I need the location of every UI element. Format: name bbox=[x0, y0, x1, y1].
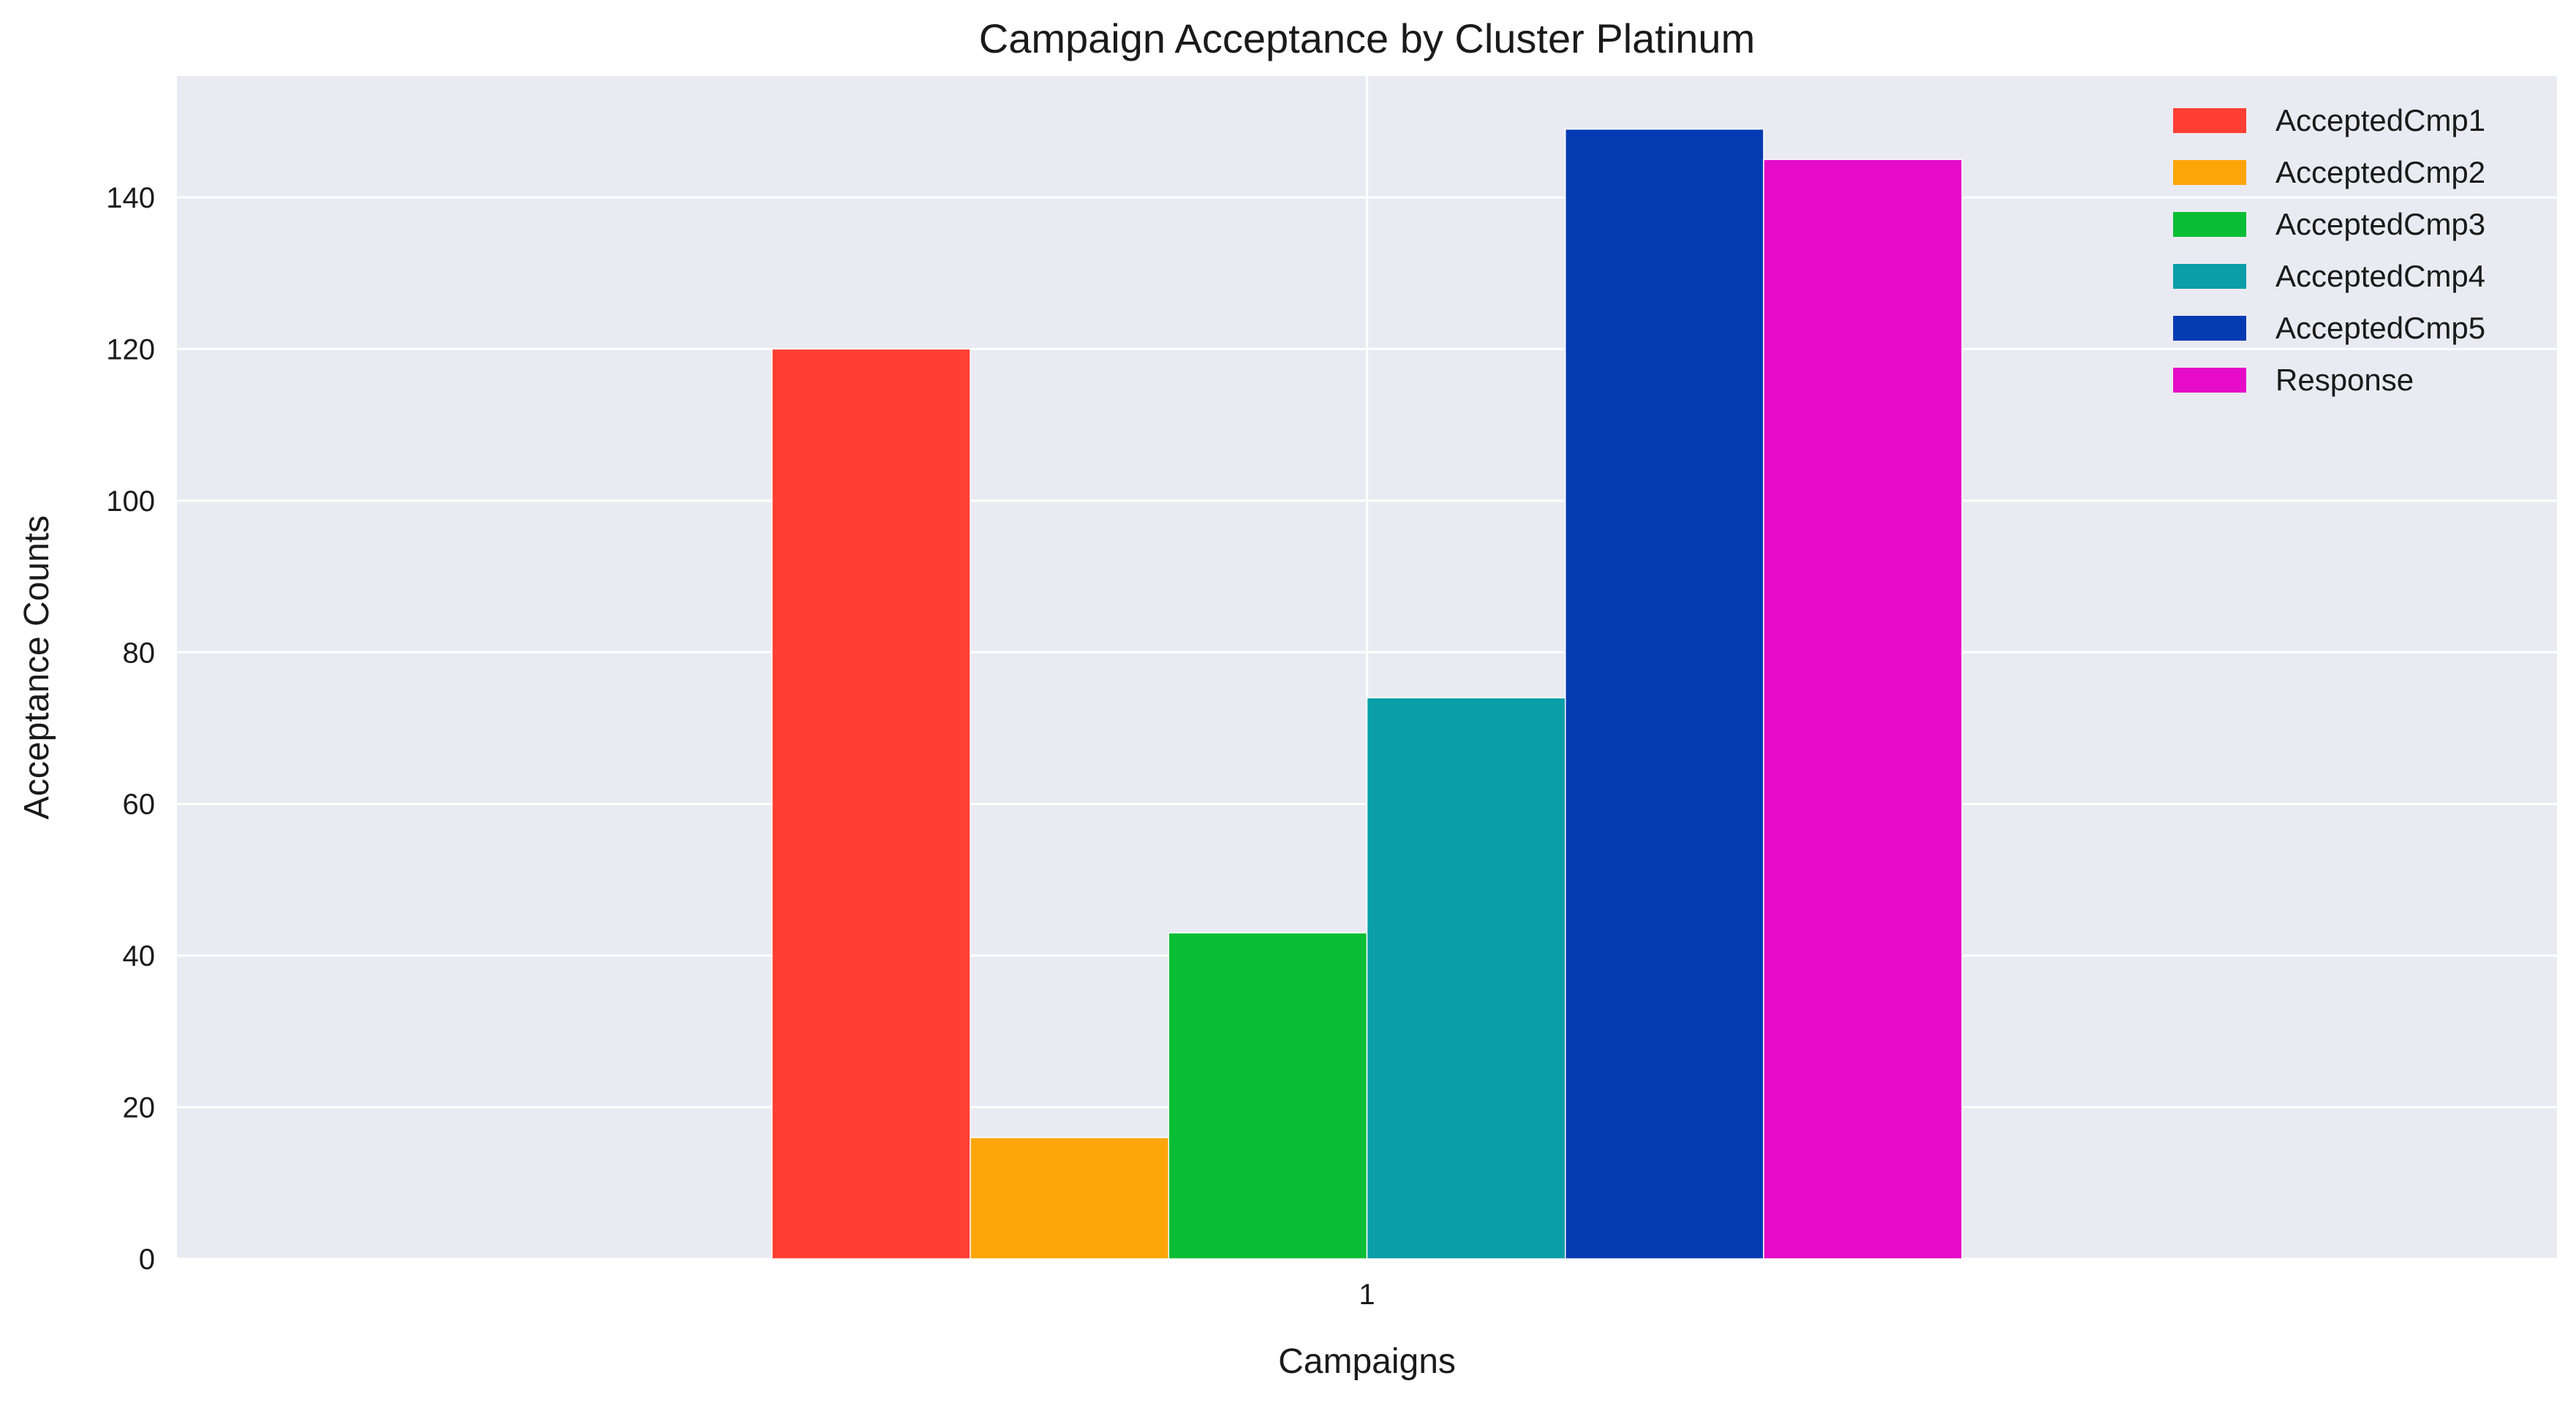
y-tick-label: 40 bbox=[123, 940, 156, 972]
chart-title: Campaign Acceptance by Cluster Platinum bbox=[979, 15, 1755, 61]
bar-acceptedcmp5 bbox=[1565, 128, 1764, 1260]
y-axis-ticks: 0 20 40 60 80 100 120 140 bbox=[106, 182, 155, 1276]
legend-swatch bbox=[2173, 108, 2246, 133]
legend-swatch bbox=[2173, 264, 2246, 289]
legend-label: AcceptedCmp3 bbox=[2275, 207, 2485, 241]
x-tick-label: 1 bbox=[1359, 1279, 1375, 1311]
bar-acceptedcmp1 bbox=[771, 348, 971, 1260]
legend-label: AcceptedCmp2 bbox=[2275, 155, 2485, 189]
y-tick-label: 20 bbox=[123, 1092, 156, 1124]
bar-response bbox=[1763, 159, 1963, 1260]
y-tick-label: 120 bbox=[106, 333, 155, 366]
legend-swatch bbox=[2173, 160, 2246, 185]
legend-swatch bbox=[2173, 368, 2246, 393]
legend-label: AcceptedCmp4 bbox=[2275, 259, 2485, 293]
legend: AcceptedCmp1 AcceptedCmp2 AcceptedCmp3 Acce… bbox=[2173, 103, 2485, 397]
bar-acceptedcmp3 bbox=[1168, 932, 1368, 1260]
legend-label: AcceptedCmp5 bbox=[2275, 311, 2485, 345]
bar-acceptedcmp4 bbox=[1366, 697, 1566, 1260]
x-axis-ticks: 1 bbox=[1359, 1279, 1375, 1311]
bars bbox=[771, 128, 1963, 1260]
bar-acceptedcmp2 bbox=[970, 1137, 1169, 1260]
x-axis-label: Campaigns bbox=[1278, 1342, 1456, 1381]
legend-label: Response bbox=[2275, 363, 2414, 397]
y-tick-label: 80 bbox=[123, 637, 156, 669]
y-tick-label: 60 bbox=[123, 789, 156, 821]
y-tick-label: 100 bbox=[106, 485, 155, 518]
legend-label: AcceptedCmp1 bbox=[2275, 103, 2485, 137]
legend-swatch bbox=[2173, 212, 2246, 237]
y-tick-label: 0 bbox=[139, 1244, 155, 1276]
y-tick-label: 140 bbox=[106, 182, 155, 214]
legend-swatch bbox=[2173, 316, 2246, 341]
y-axis-label: Acceptance Counts bbox=[18, 515, 56, 820]
